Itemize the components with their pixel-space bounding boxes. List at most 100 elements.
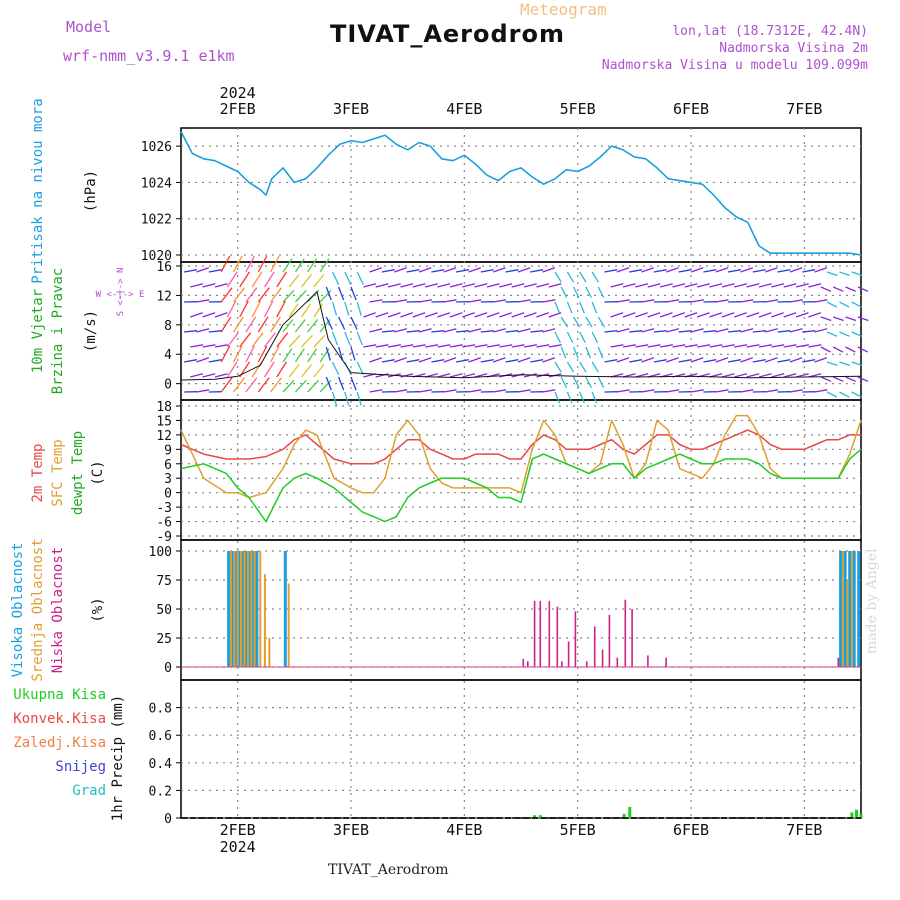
wind-barb [462, 312, 475, 318]
wind-side-label-2: Brzina i Pravac [50, 268, 66, 394]
wind-barb [752, 359, 766, 363]
wind-barb [715, 389, 729, 393]
wind-barb [530, 359, 544, 363]
wind-barb [740, 357, 754, 363]
wind-barb [418, 267, 432, 273]
wind-compass-label: W <-|-> E [96, 290, 145, 300]
wind-barb [820, 286, 832, 292]
wind-barb [857, 346, 869, 353]
wind-barb [604, 330, 618, 333]
wind-barb [412, 344, 426, 348]
wind-barb [579, 331, 586, 343]
wind-barb [270, 377, 283, 393]
wind-barb [449, 283, 463, 288]
wind-barb [344, 391, 350, 406]
wind-barb [282, 289, 295, 303]
wind-barb [245, 316, 257, 333]
wind-barb [517, 267, 531, 273]
wind-barb [597, 376, 605, 388]
wind-barb [418, 389, 432, 393]
wind-barb [424, 312, 438, 318]
wind-barb [406, 359, 420, 363]
wind-barb [523, 283, 537, 288]
wind-barb [350, 316, 358, 330]
low-cloud-bar [567, 641, 570, 667]
wind-barb [337, 376, 345, 391]
wind-barb [591, 361, 599, 373]
wind-barb [548, 312, 562, 318]
wind-barb [232, 255, 243, 273]
wind-barb [783, 373, 797, 378]
wind-barb [431, 359, 445, 363]
wind-barb [530, 269, 544, 273]
x-tick-label-bottom: 7FEB [786, 821, 822, 839]
y-tick-label: 100 [149, 545, 172, 560]
model-elevation-label: Nadmorska Visina u modelu 109.099m [601, 58, 868, 73]
wind-barb [220, 377, 233, 393]
high-cloud-bar [233, 551, 237, 667]
high-cloud-bar [230, 551, 234, 667]
high-cloud-bar [247, 551, 251, 667]
wind-barb [381, 330, 395, 333]
wind-barb [703, 359, 717, 363]
wind-barb [678, 359, 692, 363]
wind-barb [554, 301, 561, 314]
wind-barb [789, 328, 803, 333]
wind-barb [795, 344, 810, 348]
wind-barb [214, 373, 228, 378]
wind-barb [468, 299, 482, 303]
wind-barb [418, 357, 432, 363]
wind-barb [356, 301, 362, 316]
wind-barb [740, 328, 754, 333]
wind-barb [214, 283, 228, 288]
wind-barb [845, 346, 856, 353]
y-tick-label: 0.8 [149, 702, 172, 717]
wind-barb [857, 286, 869, 292]
wind-barb [721, 312, 735, 318]
wind-barb [629, 359, 643, 363]
high-cloud-bar [244, 551, 248, 667]
model-name: wrf-nmm_v3.9.1 e1km [63, 47, 235, 65]
wind-barb [703, 330, 717, 333]
wind-barb [301, 334, 313, 348]
mid-cloud-bar [240, 551, 243, 667]
wind-barb [363, 312, 376, 318]
precip-legend-label: Grad [72, 783, 106, 799]
wind-barb [659, 344, 674, 348]
wind-barb [690, 357, 704, 363]
wind-barb [666, 389, 680, 393]
wind-barb [566, 301, 573, 314]
precip-bar [622, 813, 626, 818]
wind-barb [499, 312, 512, 318]
low-cloud-bar [624, 599, 627, 667]
y-tick-label: 1022 [141, 213, 172, 228]
wind-barb [832, 346, 844, 353]
wind-barb [641, 357, 655, 363]
wind-barb [789, 357, 803, 363]
precip-legend-label: Snijeg [55, 759, 106, 775]
wind-barb [795, 283, 809, 288]
y-tick-label: 1026 [141, 140, 172, 155]
wind-barb [851, 331, 863, 337]
wind-barb [325, 286, 332, 301]
wind-side-label: 10m Vjetar [30, 289, 46, 373]
wind-barb [672, 283, 686, 288]
y-tick-label: 25 [156, 632, 172, 647]
wind-barb [443, 389, 457, 393]
high-cloud-bar [240, 551, 244, 667]
wind-barb [474, 312, 488, 318]
y-tick-label: 50 [156, 603, 172, 618]
wind-barb [697, 283, 710, 288]
wind-barb [666, 328, 680, 333]
station-title: TIVAT_Aerodrom [330, 20, 566, 48]
wind-barb [232, 345, 243, 363]
wind-barb [659, 283, 673, 288]
wind-barb [622, 344, 636, 348]
wind-barb [394, 267, 407, 273]
wind-barb [356, 331, 363, 346]
wind-barb [480, 269, 494, 273]
low-cloud-bar [593, 626, 596, 667]
wind-barb [338, 316, 346, 330]
wind-barb [226, 332, 239, 348]
wind-barb [276, 332, 289, 348]
